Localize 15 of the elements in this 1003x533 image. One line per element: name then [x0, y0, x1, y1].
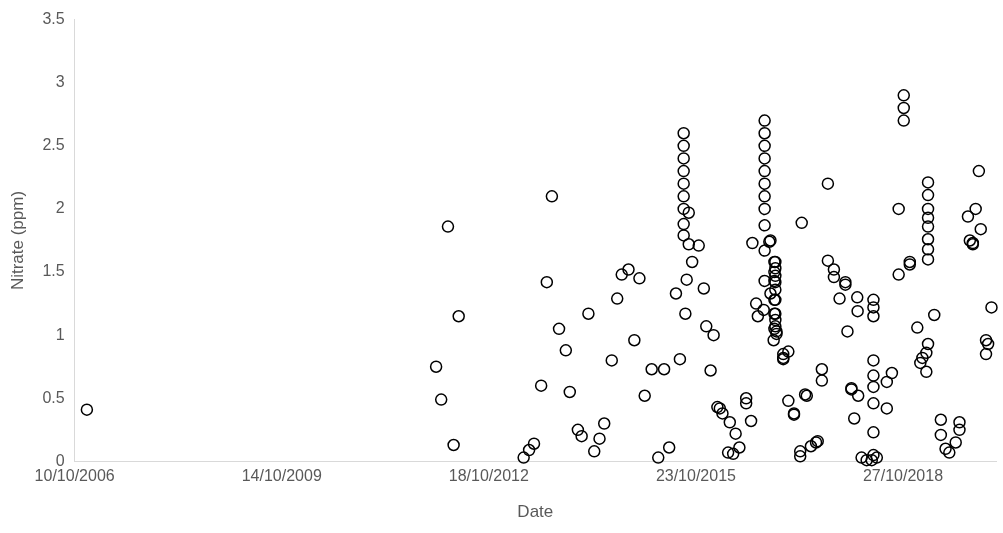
y-tick-label: 0: [55, 451, 65, 469]
y-axis-title: Nitrate (ppm): [7, 190, 27, 291]
y-tick-label: 1.5: [42, 262, 65, 280]
x-tick-label: 27/10/2018: [862, 467, 944, 485]
y-tick-label: 2: [55, 199, 65, 217]
y-tick-label: 0.5: [42, 388, 65, 406]
y-tick-label: 3.5: [42, 10, 65, 28]
x-tick-label: 18/10/2012: [448, 467, 529, 485]
x-tick-label: 14/10/2009: [241, 467, 322, 485]
x-axis-title: Date: [517, 502, 554, 522]
x-tick-label: 23/10/2015: [655, 467, 737, 485]
x-tick-label: 10/10/2006: [34, 467, 115, 485]
y-tick-label: 3: [55, 73, 65, 91]
y-tick-label: 2.5: [42, 136, 65, 154]
y-tick-label: 1: [55, 325, 65, 343]
